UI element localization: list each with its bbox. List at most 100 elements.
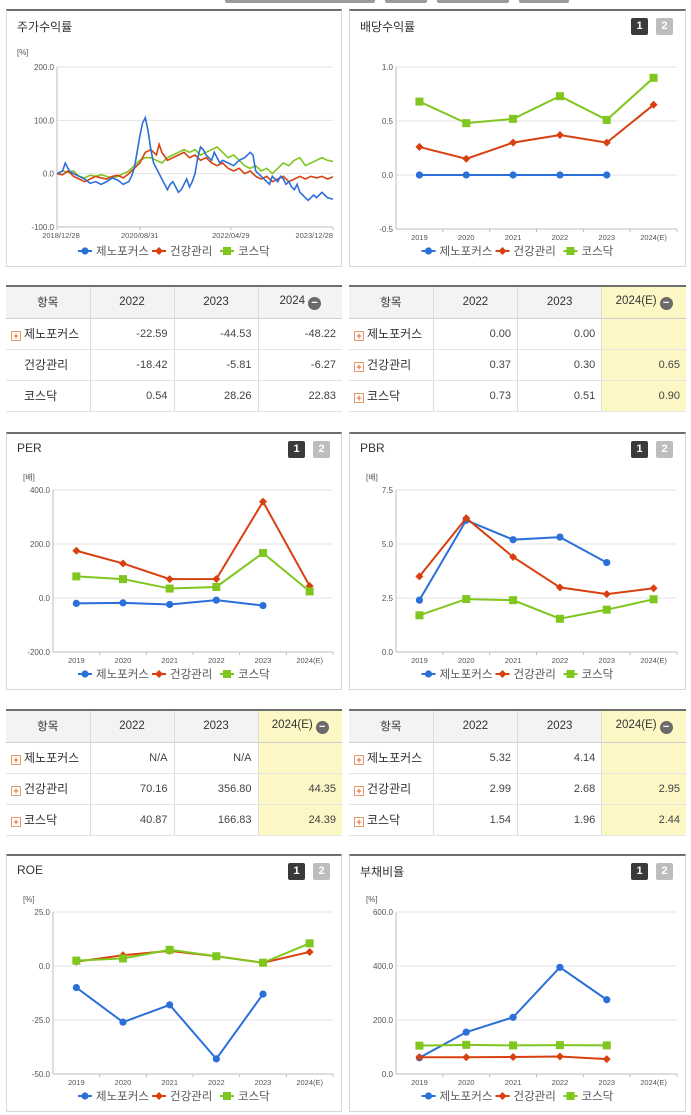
stock-return-table: 항목 2022 2023 2024− + 제노포커스 -22.59 -44.53 -48.22 건… — [6, 285, 342, 412]
series-line — [76, 942, 311, 964]
data-point — [462, 119, 471, 128]
data-point — [305, 939, 314, 948]
view-2-button[interactable]: 2 — [656, 863, 673, 880]
data-point — [415, 171, 424, 179]
expand-icon[interactable]: + — [11, 755, 21, 765]
row-label[interactable]: + 코스닥 — [6, 804, 90, 836]
series-line — [76, 499, 311, 587]
data-point — [415, 1053, 424, 1062]
row-label[interactable]: + 제노포커스 — [349, 318, 434, 350]
view-2-button[interactable]: 2 — [313, 863, 330, 880]
data-point — [556, 533, 564, 541]
expand-icon[interactable]: + — [354, 755, 364, 765]
panel-title: PBR — [360, 441, 385, 455]
table-row: + 건강관리 2.99 2.68 2.95 — [349, 773, 686, 805]
series-line — [76, 551, 311, 593]
row-label[interactable]: + 건강관리 — [349, 349, 434, 381]
row-label[interactable]: + 제노포커스 — [6, 742, 90, 774]
legend-marker — [81, 247, 89, 255]
view-1-button[interactable]: 1 — [631, 441, 648, 458]
data-point — [509, 1013, 517, 1021]
expand-icon[interactable]: + — [354, 817, 364, 827]
table-row: + 코스닥 40.87 166.83 24.39 — [6, 804, 342, 836]
data-point — [212, 1055, 220, 1063]
row-label[interactable]: + 건강관리 — [349, 773, 434, 805]
legend-marker — [155, 670, 163, 678]
table-cell: 0.73 — [432, 380, 518, 412]
data-point — [649, 584, 658, 593]
table-cell: 24.39 — [257, 804, 342, 836]
view-1-button[interactable]: 1 — [288, 441, 305, 458]
x-tick-label: 2020 — [458, 1078, 475, 1087]
collapse-icon[interactable]: − — [315, 720, 329, 734]
data-point — [509, 171, 517, 179]
expand-icon[interactable]: + — [354, 362, 364, 372]
legend-marker — [155, 1092, 163, 1100]
data-point — [556, 171, 564, 179]
debt-ratio-chart: [%] 600.0 400.0 200.0 0.0 2019 2020 2021 2022 202… — [366, 895, 678, 1103]
table-row: + 건강관리 0.37 0.30 0.65 — [349, 349, 686, 381]
data-point — [415, 611, 424, 620]
expand-icon — [11, 391, 21, 401]
pbr-chart: [배] 7.5 5.0 2.5 0.0 2019 2020 2021 2022 2023 2024(… — [366, 473, 678, 681]
column-header: 2024− — [257, 287, 342, 319]
y-tick-label: 0.0 — [382, 1070, 394, 1079]
legend-marker — [223, 670, 231, 678]
expand-icon[interactable]: + — [11, 786, 21, 796]
x-tick-label: 2024(E) — [640, 1078, 667, 1087]
view-1-button[interactable]: 1 — [631, 863, 648, 880]
table-cell: 356.80 — [173, 773, 258, 805]
view-1-button[interactable]: 1 — [288, 863, 305, 880]
column-header: 항목 — [349, 711, 434, 743]
data-point — [259, 497, 267, 506]
row-label[interactable]: + 제노포커스 — [349, 742, 434, 774]
table-cell: 5.32 — [432, 742, 518, 774]
series-line — [418, 516, 654, 596]
data-point — [462, 514, 471, 523]
panel-title: PER — [17, 441, 42, 455]
data-point — [602, 115, 611, 124]
y-tick-label: 0.0 — [382, 171, 394, 180]
view-2-button[interactable]: 2 — [656, 441, 673, 458]
data-point — [555, 92, 564, 101]
row-label[interactable]: + 건강관리 — [6, 773, 90, 805]
roe-panel: ROE 1 2 [%] 25.0 0.0 -25.0 -50.0 2019 2020 2021… — [6, 854, 342, 1112]
expand-icon[interactable]: + — [354, 331, 364, 341]
expand-icon[interactable]: + — [354, 393, 364, 403]
view-2-button[interactable]: 2 — [313, 441, 330, 458]
table-cell: 0.65 — [601, 349, 686, 381]
collapse-icon[interactable]: − — [659, 296, 673, 310]
view-1-button[interactable]: 1 — [631, 18, 648, 35]
y-tick-label: 25.0 — [34, 908, 50, 917]
table-cell: -48.22 — [257, 318, 342, 350]
data-point — [119, 559, 127, 568]
data-point — [259, 958, 267, 967]
column-header: 2023 — [516, 711, 602, 743]
expand-icon[interactable]: + — [11, 331, 21, 341]
roe-chart: [%] 25.0 0.0 -25.0 -50.0 2019 2020 2021 2022 2023… — [23, 895, 334, 1103]
view-2-button[interactable]: 2 — [656, 18, 673, 35]
legend-label: 건강관리 — [170, 1090, 212, 1103]
row-label[interactable]: + 코스닥 — [349, 380, 434, 412]
y-unit-label: [%] — [17, 48, 29, 57]
expand-icon[interactable]: + — [354, 786, 364, 796]
panel-title: 부채비율 — [360, 865, 405, 879]
x-tick-label: 2019 — [411, 233, 428, 242]
pbr-table: 항목 2022 2023 2024(E) − + 제노포커스 5.32 4.14 + 건강관리 2.9… — [349, 709, 686, 836]
collapse-icon[interactable]: − — [659, 720, 673, 734]
table: 항목 2022 2023 2024(E) − + 제노포커스 N/A N/A + 건강관리 70.16… — [6, 711, 342, 836]
column-header: 2023 — [173, 711, 258, 743]
row-label: 건강관리 — [6, 349, 90, 381]
y-tick-label: 600.0 — [373, 908, 394, 917]
y-tick-label: 0.0 — [39, 962, 51, 971]
data-point — [72, 984, 80, 992]
data-point — [212, 582, 221, 591]
series-line — [419, 104, 655, 160]
collapse-icon[interactable]: − — [308, 296, 322, 310]
row-label[interactable]: + 코스닥 — [349, 804, 434, 836]
x-tick-label: 2023 — [598, 1078, 615, 1087]
table: 항목 2022 2023 2024(E) − + 제노포커스 5.32 4.14 + 건강관리 2.9… — [349, 711, 686, 836]
expand-icon[interactable]: + — [11, 817, 21, 827]
table-row: 코스닥 0.54 28.26 22.83 — [6, 380, 342, 412]
row-label[interactable]: + 제노포커스 — [6, 318, 90, 350]
